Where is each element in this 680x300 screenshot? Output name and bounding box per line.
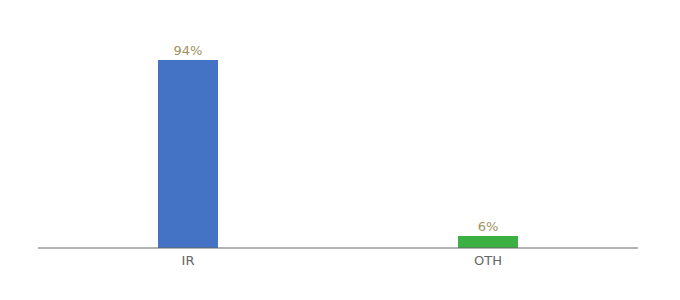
svg-text:94%: 94%	[174, 43, 203, 58]
svg-text:6%: 6%	[478, 219, 499, 234]
svg-text:OTH: OTH	[474, 253, 502, 268]
svg-text:IR: IR	[182, 253, 195, 268]
